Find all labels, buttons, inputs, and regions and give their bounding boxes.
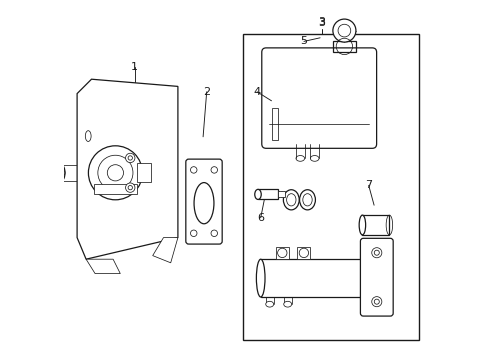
Bar: [297, 247, 310, 259]
Polygon shape: [77, 79, 178, 259]
Bar: [362, 215, 388, 235]
Text: 7: 7: [365, 180, 371, 190]
Polygon shape: [86, 259, 120, 274]
Circle shape: [190, 230, 197, 237]
Ellipse shape: [194, 183, 214, 224]
FancyBboxPatch shape: [360, 238, 392, 316]
Bar: [260, 259, 363, 297]
Bar: [94, 184, 137, 194]
Ellipse shape: [358, 215, 365, 235]
Text: 3: 3: [318, 17, 325, 27]
Bar: [332, 41, 355, 52]
Circle shape: [88, 146, 142, 200]
Ellipse shape: [256, 259, 264, 297]
Ellipse shape: [58, 165, 65, 181]
Text: 3: 3: [318, 18, 325, 28]
Bar: [271, 108, 277, 140]
Circle shape: [190, 167, 197, 173]
Circle shape: [332, 19, 355, 42]
Bar: [242, 34, 418, 340]
Circle shape: [211, 167, 217, 173]
Circle shape: [125, 153, 135, 163]
Bar: [258, 189, 277, 199]
Ellipse shape: [254, 189, 261, 199]
Text: 6: 6: [257, 213, 264, 223]
Circle shape: [373, 250, 379, 255]
Text: 1: 1: [131, 62, 138, 72]
Circle shape: [107, 165, 123, 181]
Text: 2: 2: [203, 87, 210, 97]
Circle shape: [211, 230, 217, 237]
Ellipse shape: [283, 301, 291, 307]
Text: 4: 4: [253, 87, 260, 97]
Circle shape: [373, 299, 379, 304]
Bar: [275, 247, 288, 259]
FancyBboxPatch shape: [185, 159, 222, 244]
Polygon shape: [152, 238, 178, 263]
Text: 5: 5: [300, 36, 307, 46]
Circle shape: [125, 183, 135, 192]
Bar: [277, 192, 285, 197]
Bar: [137, 163, 151, 182]
Ellipse shape: [265, 301, 273, 307]
